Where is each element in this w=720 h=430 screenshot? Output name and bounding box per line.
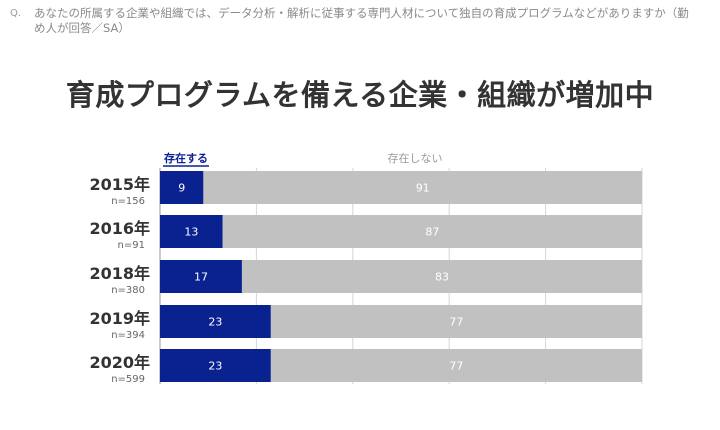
sample-size-label: n=156 [111,196,145,207]
bar-not-exists [241,260,642,293]
data-label-exists: 23 [208,316,222,329]
bar-not-exists [222,215,642,248]
bar-exists [160,349,271,382]
data-label-not-exists: 77 [449,316,463,329]
bar-not-exists [270,349,642,382]
bar-not-exists [270,305,642,338]
data-label-not-exists: 91 [416,182,430,195]
sample-size-label: n=91 [118,240,145,251]
sample-size-label: n=380 [111,285,145,296]
data-label-not-exists: 87 [425,226,439,239]
data-label-exists: 9 [178,182,185,195]
data-label-exists: 13 [184,226,198,239]
question-marker: Q. [10,8,22,19]
bar-not-exists [203,171,642,204]
legend-exists: 存在する [164,151,208,165]
bar-exists [160,215,223,248]
data-label-not-exists: 83 [435,271,449,284]
category-label: 2018年 [89,264,150,283]
bar-exists [160,305,271,338]
category-label: 2019年 [89,309,150,328]
category-label: 2015年 [89,175,150,194]
page-title: 育成プログラムを備える企業・組織が増加中 [65,78,655,112]
question-text: あなたの所属する企業や組織では、データ分析・解析に従事する専門人材について独自の… [34,6,689,35]
data-label-not-exists: 77 [449,360,463,373]
data-label-exists: 17 [194,271,208,284]
sample-size-label: n=394 [111,330,145,341]
category-label: 2020年 [89,353,150,372]
survey-question: Q. あなたの所属する企業や組織では、データ分析・解析に従事する専門人材について… [10,6,694,36]
sample-size-label: n=599 [111,374,145,385]
category-label: 2016年 [89,219,150,238]
data-label-exists: 23 [208,360,222,373]
bar-exists [160,260,242,293]
bar-exists [160,171,204,204]
legend-not-exists: 存在しない [388,151,443,165]
